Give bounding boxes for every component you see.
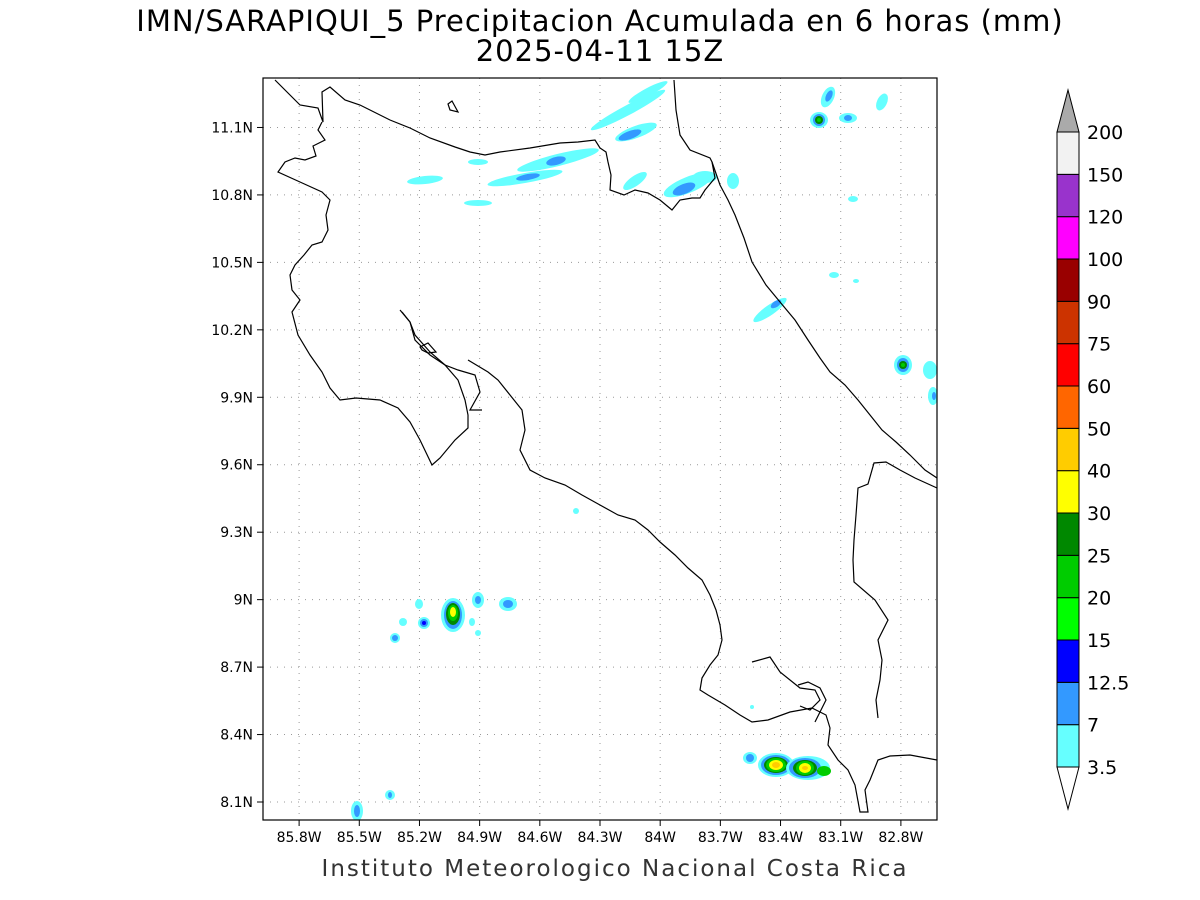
colorbar-label: 12.5 (1087, 672, 1129, 694)
colorbar-label: 200 (1087, 122, 1123, 144)
colorbar-swatch (1056, 300, 1080, 345)
colorbar-swatch (1056, 470, 1080, 514)
map-grid (257, 78, 937, 826)
lake-fragment (447, 100, 460, 113)
colorbar-swatch (1056, 639, 1080, 683)
colorbar-label: 150 (1087, 164, 1123, 186)
colorbar-swatch (1056, 343, 1080, 387)
colorbar-over-triangle (1056, 88, 1080, 133)
lat-tick-label: 9N (234, 593, 253, 609)
lon-tick-label: 84.6W (517, 830, 562, 846)
rain-cell-north-band (407, 81, 739, 206)
colorbar-swatch (1056, 258, 1080, 302)
longitude-tick-labels: 85.8W 85.5W 85.2W 84.9W 84.6W 84.3W 84W 83.7W 83… (277, 830, 924, 846)
lon-tick-label: 85.8W (277, 830, 322, 846)
colorbar-swatch (1056, 554, 1080, 599)
lon-tick-label: 84.3W (577, 830, 622, 846)
colorbar-label: 100 (1087, 249, 1123, 271)
nicoya-inner-coast (401, 311, 482, 411)
lat-tick-label: 8.1N (220, 795, 253, 811)
colorbar-swatch (1056, 385, 1080, 429)
lon-tick-label: 84W (644, 830, 676, 846)
lon-tick-label: 85.5W (337, 830, 382, 846)
colorbar-label: 3.5 (1087, 757, 1117, 779)
lat-tick-label: 9.3N (220, 525, 253, 541)
colorbar-label: 90 (1087, 291, 1111, 313)
lat-tick-label: 8.7N (220, 660, 253, 676)
colorbar-swatch (1056, 724, 1080, 768)
precipitation-cells (351, 81, 937, 820)
golfo-dulce (751, 656, 821, 711)
lon-tick-label: 82.8W (878, 830, 923, 846)
nicaragua-lake-coast (274, 79, 716, 211)
map-subtitle-date: 2025-04-11 15Z (475, 34, 725, 68)
map-title: IMN/SARAPIQUI_5 Precipitacion Acumulada … (136, 4, 1064, 38)
lon-tick-label: 85.2W (397, 830, 442, 846)
colorbar-label: 60 (1087, 376, 1111, 398)
map-frame (262, 77, 938, 821)
rain-cell-south (743, 752, 831, 780)
colorbar-label: 40 (1087, 461, 1111, 483)
lat-tick-label: 9.6N (220, 458, 253, 474)
colorbar-label: 120 (1087, 207, 1123, 229)
colorbar-label: 75 (1087, 334, 1111, 356)
rain-cell-northeast (573, 86, 937, 709)
footer-credit: Instituto Meteorologico Nacional Costa R… (321, 856, 909, 882)
lon-tick-label: 83.4W (758, 830, 803, 846)
colorbar-swatch (1056, 597, 1080, 641)
osa-peninsula (797, 681, 827, 723)
panama-border (852, 461, 937, 719)
lon-tick-label: 83.7W (698, 830, 743, 846)
colorbar-legend: 3.5 7 12.5 15 20 25 30 40 50 60 75 90 100 120 150 200 (1056, 88, 1129, 811)
colorbar-label: 20 (1087, 588, 1111, 610)
colorbar-under-triangle (1056, 766, 1080, 811)
lat-tick-label: 9.9N (220, 390, 253, 406)
lon-tick-label: 83.1W (818, 830, 863, 846)
colorbar-swatch (1056, 681, 1080, 726)
colorbar-swatch (1056, 512, 1080, 556)
colorbar-swatch (1056, 173, 1080, 218)
lat-tick-label: 10.2N (211, 323, 253, 339)
coastline-borders (274, 79, 937, 813)
colorbar-label: 25 (1087, 545, 1111, 567)
nicaragua-pacific-coast (277, 121, 469, 466)
latitude-tick-labels: 11.1N 10.8N 10.5N 10.2N 9.9N 9.6N 9.3N 9N 8.7N 8.… (211, 120, 253, 811)
caribbean-coast (711, 161, 937, 479)
colorbar-swatch (1056, 427, 1080, 472)
colorbar-label: 15 (1087, 630, 1111, 652)
colorbar-label: 7 (1087, 715, 1099, 737)
lat-tick-label: 11.1N (211, 120, 253, 136)
lat-tick-label: 8.4N (220, 728, 253, 744)
lat-tick-label: 10.5N (211, 255, 253, 271)
colorbar-label: 30 (1087, 503, 1111, 525)
colorbar-swatch (1056, 216, 1080, 260)
rain-cell-pacific-west (351, 592, 517, 820)
colorbar-swatch (1056, 131, 1080, 175)
lon-tick-label: 84.9W (457, 830, 502, 846)
central-pacific-coast (467, 359, 937, 813)
colorbar-label: 50 (1087, 418, 1111, 440)
nicoya-gulf-island (419, 342, 438, 354)
lat-tick-label: 10.8N (211, 188, 253, 204)
